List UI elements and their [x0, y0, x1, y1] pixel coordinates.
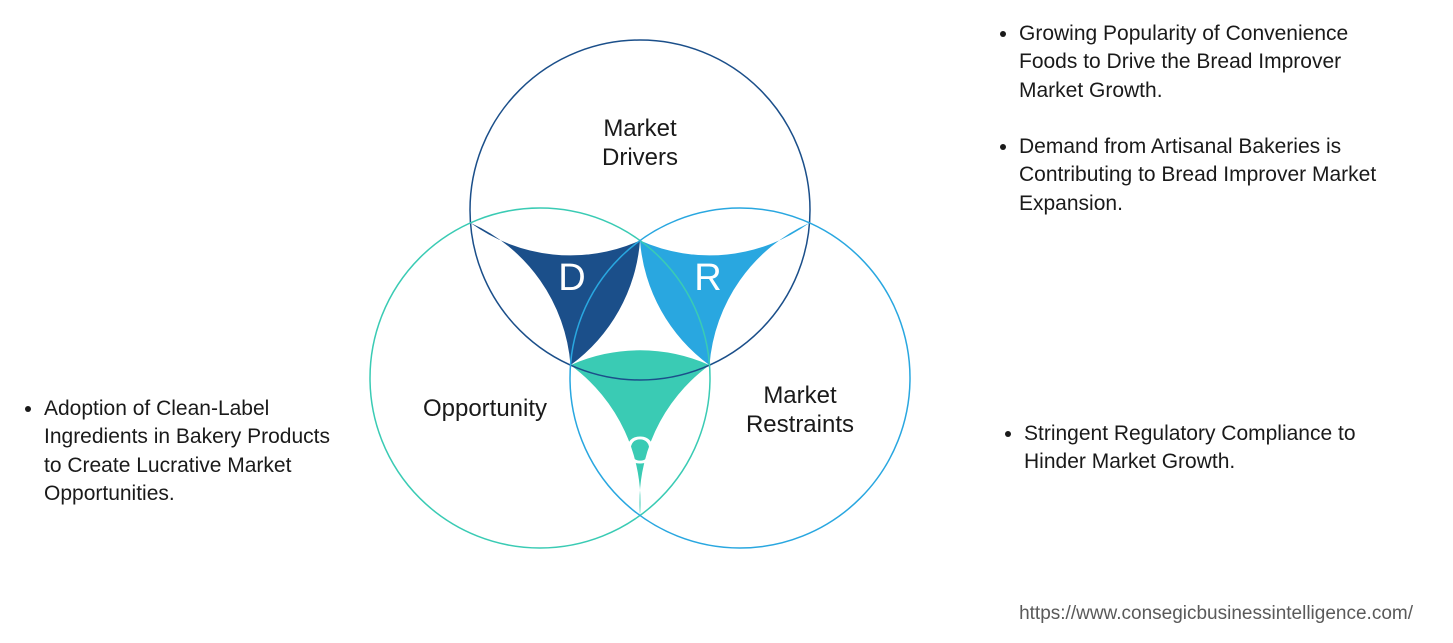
opportunities-bullets: Adoption of Clean-Label Ingredients in B… — [20, 395, 345, 536]
restraints-bullets: Stringent Regulatory Compliance to Hinde… — [1000, 420, 1400, 505]
venn-label-opportunity: Opportunity — [395, 395, 575, 424]
venn-letter-o: O — [620, 430, 660, 473]
venn-letter-r: R — [688, 257, 728, 300]
drivers-item-0: Growing Popularity of Convenience Foods … — [1019, 20, 1410, 105]
opportunities-item-0: Adoption of Clean-Label Ingredients in B… — [44, 395, 345, 508]
venn-label-restraints-text: MarketRestraints — [746, 382, 854, 438]
venn-label-drivers-line1: MarketDrivers — [602, 115, 678, 171]
drivers-bullets: Growing Popularity of Convenience Foods … — [995, 20, 1410, 246]
drivers-item-1: Demand from Artisanal Bakeries is Contri… — [1019, 133, 1410, 218]
restraints-item-0: Stringent Regulatory Compliance to Hinde… — [1024, 420, 1400, 477]
diagram-container: MarketDrivers Opportunity MarketRestrain… — [0, 0, 1453, 643]
venn-label-drivers: MarketDrivers — [560, 115, 720, 173]
venn-letter-d: D — [552, 257, 592, 300]
venn-label-restraints: MarketRestraints — [720, 382, 880, 440]
venn-label-opportunity-text: Opportunity — [423, 395, 547, 422]
source-url: https://www.consegicbusinessintelligence… — [1019, 603, 1413, 625]
